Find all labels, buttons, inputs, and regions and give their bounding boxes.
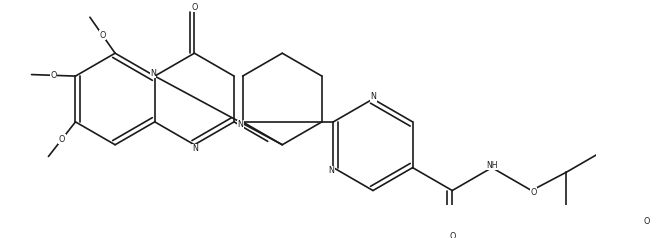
Text: NH: NH — [486, 161, 498, 170]
Text: O: O — [530, 188, 536, 197]
Text: O: O — [191, 3, 198, 12]
Text: O: O — [99, 31, 106, 40]
Text: O: O — [643, 217, 650, 226]
Text: N: N — [237, 120, 243, 129]
Text: N: N — [329, 166, 334, 175]
Text: O: O — [51, 71, 57, 80]
Text: N: N — [370, 92, 376, 101]
Text: N: N — [192, 144, 198, 153]
Text: N: N — [150, 69, 156, 78]
Text: O: O — [449, 232, 456, 238]
Text: O: O — [59, 135, 65, 144]
